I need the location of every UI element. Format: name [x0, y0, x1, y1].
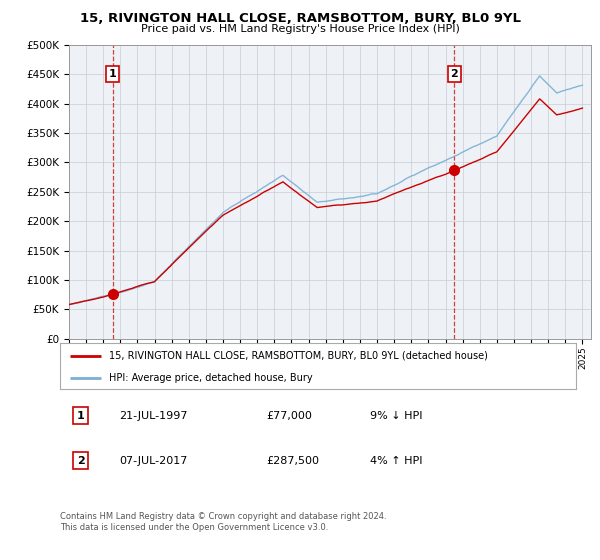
Text: 4% ↑ HPI: 4% ↑ HPI [370, 456, 422, 465]
Text: 2: 2 [77, 456, 85, 465]
Text: £287,500: £287,500 [266, 456, 319, 465]
Text: 2: 2 [451, 69, 458, 79]
Text: Price paid vs. HM Land Registry's House Price Index (HPI): Price paid vs. HM Land Registry's House … [140, 24, 460, 34]
Text: £77,000: £77,000 [266, 411, 312, 421]
Text: 15, RIVINGTON HALL CLOSE, RAMSBOTTOM, BURY, BL0 9YL (detached house): 15, RIVINGTON HALL CLOSE, RAMSBOTTOM, BU… [109, 351, 488, 361]
Text: 1: 1 [109, 69, 116, 79]
Text: HPI: Average price, detached house, Bury: HPI: Average price, detached house, Bury [109, 373, 313, 382]
Text: 21-JUL-1997: 21-JUL-1997 [119, 411, 188, 421]
Text: 15, RIVINGTON HALL CLOSE, RAMSBOTTOM, BURY, BL0 9YL: 15, RIVINGTON HALL CLOSE, RAMSBOTTOM, BU… [79, 12, 521, 25]
Text: 9% ↓ HPI: 9% ↓ HPI [370, 411, 422, 421]
Text: 1: 1 [77, 411, 85, 421]
Text: Contains HM Land Registry data © Crown copyright and database right 2024.
This d: Contains HM Land Registry data © Crown c… [60, 512, 386, 532]
Text: 07-JUL-2017: 07-JUL-2017 [119, 456, 188, 465]
